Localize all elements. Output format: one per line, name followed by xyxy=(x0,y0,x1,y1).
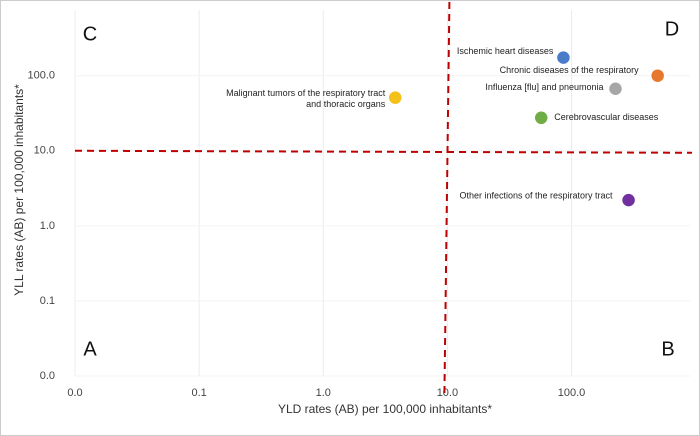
data-point xyxy=(533,110,549,126)
x-tick-label: 0.0 xyxy=(67,387,82,399)
point-label: Malignant tumors of the respiratory trac… xyxy=(226,88,386,98)
data-point xyxy=(555,49,572,66)
quadrant-label: D xyxy=(665,18,679,40)
data-point xyxy=(607,81,624,97)
point-label: Other infections of the respiratory trac… xyxy=(459,191,613,201)
quadrant-label: C xyxy=(83,23,97,45)
point-label: and thoracic organs xyxy=(306,99,386,109)
x-tick-label: 10.0 xyxy=(437,387,458,399)
y-tick-label: 0.1 xyxy=(40,295,55,307)
data-point xyxy=(387,89,403,106)
y-tick-label: 100.0 xyxy=(27,70,55,82)
threshold-line xyxy=(443,1,451,396)
x-axis-label: YLD rates (AB) per 100,000 inhabitants* xyxy=(278,402,492,416)
x-tick-label: 100.0 xyxy=(558,387,586,399)
point-label: Chronic diseases of the respiratory xyxy=(500,65,640,75)
point-label: Ischemic heart diseases xyxy=(457,46,554,56)
x-tick-label: 0.1 xyxy=(191,387,206,399)
x-tick-label: 1.0 xyxy=(316,387,331,399)
y-tick-label: 10.0 xyxy=(34,145,55,157)
point-label: Influenza [flu] and pneumonia xyxy=(485,82,603,92)
y-tick-label: 0.0 xyxy=(40,370,55,382)
quadrant-label: B xyxy=(661,338,674,360)
quadrant-label: A xyxy=(83,338,97,360)
y-tick-label: 1.0 xyxy=(40,220,55,232)
threshold-line xyxy=(74,149,693,154)
point-label: Cerebrovascular diseases xyxy=(554,112,659,122)
y-axis-label: YLL rates (AB) per 100,000 inhabitants* xyxy=(12,84,26,296)
data-point xyxy=(649,67,666,84)
data-point xyxy=(620,192,637,208)
